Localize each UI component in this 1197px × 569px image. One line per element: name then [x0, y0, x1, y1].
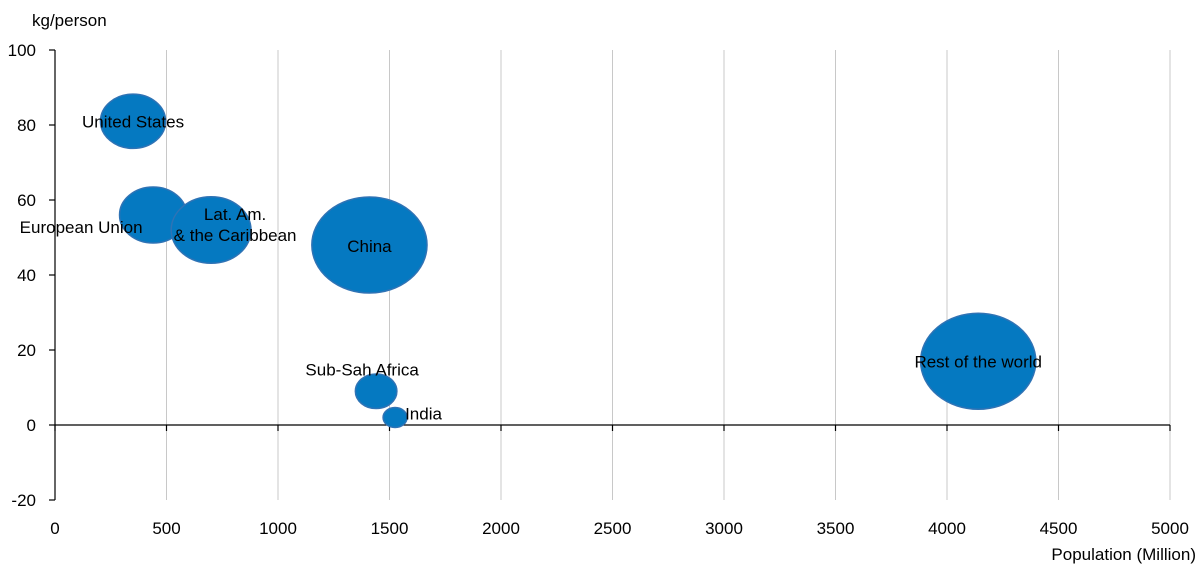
x-tick-label: 5000 [1151, 519, 1189, 538]
bubble-label: China [347, 237, 392, 256]
bubble-label-line: European Union [20, 218, 143, 237]
x-tick-label: 2000 [482, 519, 520, 538]
x-tick-label: 3000 [705, 519, 743, 538]
x-tick-label: 2500 [594, 519, 632, 538]
bubble-labels: United States European Union Lat. Am. & the… [20, 112, 1042, 423]
bubble-label-line: United States [82, 112, 184, 131]
y-tick-label: 60 [17, 191, 36, 210]
y-tick-label: 20 [17, 341, 36, 360]
x-tick-label: 4000 [928, 519, 966, 538]
bubble [170, 195, 252, 265]
bubble-label-line: China [347, 237, 392, 256]
bubble-label-line: Rest of the world [914, 352, 1042, 371]
bubble [919, 312, 1037, 410]
x-tick-label: 4500 [1040, 519, 1078, 538]
bubble-label: Rest of the world [914, 352, 1042, 371]
y-tick-label: 0 [27, 416, 36, 435]
bubble [382, 406, 408, 429]
bubble-label: Lat. Am. & the Caribbean [174, 205, 297, 245]
x-tick-label: 1500 [371, 519, 409, 538]
bubble [311, 196, 428, 294]
y-tick-label: 80 [17, 116, 36, 135]
bubble [99, 93, 167, 150]
bubble-label: European Union [20, 218, 143, 237]
y-axis-title: kg/person [32, 11, 107, 30]
bubble-label: India [405, 405, 442, 424]
x-tick-label: 500 [152, 519, 180, 538]
bubble-label-line: & the Caribbean [174, 226, 297, 245]
bubbles [99, 93, 1037, 429]
bubble-label-line: Lat. Am. [204, 205, 266, 224]
x-axis-title: Population (Million) [1051, 545, 1196, 564]
bubble [354, 373, 398, 410]
y-tick-label: -20 [11, 491, 36, 510]
bubble-label-line: Sub-Sah Africa [305, 360, 419, 379]
bubble-label-line: India [405, 405, 442, 424]
x-tick-label: 0 [50, 519, 59, 538]
bubble-label: Sub-Sah Africa [305, 360, 419, 379]
bubble-label: United States [82, 112, 184, 131]
y-tick-label: 40 [17, 266, 36, 285]
x-tick-label: 3500 [817, 519, 855, 538]
grid-lines [166, 50, 1171, 500]
x-tick-label: 1000 [259, 519, 297, 538]
y-tick-label: 100 [8, 41, 36, 60]
axes [49, 49, 1171, 501]
